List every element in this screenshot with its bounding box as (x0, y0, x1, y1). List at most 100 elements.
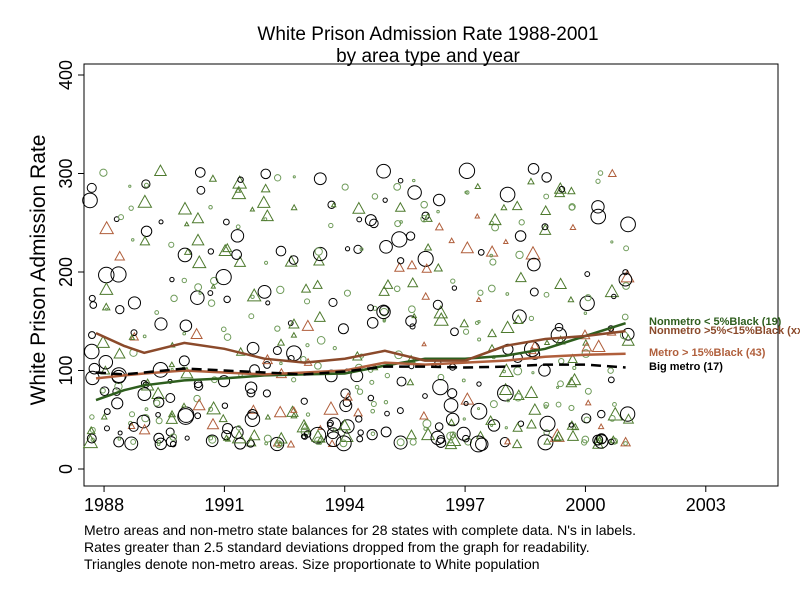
metro-point (514, 230, 527, 242)
metro-point (250, 294, 255, 300)
x-tick-label: 1988 (84, 495, 124, 515)
metro-point (541, 223, 549, 231)
metro-point (154, 317, 168, 331)
x-tick-label: 1997 (445, 495, 485, 515)
nonmetro-point (406, 259, 418, 270)
nonmetro-point (137, 194, 153, 208)
metro-point (141, 179, 151, 189)
nonmetro-point (191, 211, 205, 224)
metro-point (555, 401, 562, 408)
metro-point (529, 287, 539, 297)
metro-point (205, 434, 219, 448)
metro-point (543, 401, 550, 408)
nonmetro-point (260, 183, 271, 193)
metro-point (505, 292, 510, 296)
metro-point (328, 222, 334, 229)
nonmetro-point (553, 430, 564, 441)
metro-point (353, 244, 363, 254)
nonmetro-point (419, 410, 429, 420)
metro-point (608, 415, 616, 422)
metro-point (153, 399, 161, 407)
nonmetro-point (128, 333, 136, 340)
metro-point (234, 437, 247, 450)
metro-point (489, 400, 498, 409)
metro-point (339, 439, 348, 448)
nonmetro-point (300, 422, 309, 430)
nonmetro-point (284, 254, 298, 267)
nonmetro-point (206, 417, 220, 430)
metro-point (539, 415, 556, 432)
nonmetro-point (274, 431, 288, 444)
metro-point (207, 290, 214, 296)
metro-point (168, 241, 175, 248)
nonmetro-point (528, 402, 542, 415)
nonmetro-point (249, 206, 256, 212)
metro-point (487, 284, 496, 293)
nonmetro-point (246, 288, 262, 302)
nonmetro-point (289, 405, 298, 413)
nonmetro-point (290, 411, 298, 419)
axes: 0 100 200 300 400 1988 1991 1994 1997 2000 2003 (56, 60, 779, 515)
metro-point (99, 168, 108, 177)
x-tick-label: 1994 (325, 495, 365, 515)
series-line-1 (95, 329, 626, 364)
metro-point (607, 367, 614, 374)
metro-point (88, 362, 101, 375)
nonmetro-point (290, 331, 298, 338)
metro-point (100, 387, 106, 394)
metro-point (103, 425, 110, 432)
metro-point (489, 258, 497, 266)
metro-point (396, 407, 404, 415)
metro-point (550, 326, 567, 344)
metro-point (477, 407, 481, 411)
metro-point (181, 277, 187, 284)
nonmetro-point (224, 435, 232, 442)
metro-point (384, 410, 390, 417)
series-line-3 (95, 363, 626, 376)
metro-point (580, 439, 588, 446)
metro-point (165, 393, 176, 403)
metro-point (607, 376, 615, 384)
nonmetro-point (488, 213, 502, 226)
nonmetro-point (311, 429, 325, 442)
metro-point (622, 282, 630, 290)
metro-point (489, 253, 494, 258)
metro-point (597, 170, 604, 176)
metro-point (572, 365, 577, 371)
metro-point (462, 434, 470, 443)
nonmetro-point (422, 212, 433, 222)
metro-point (110, 266, 127, 283)
metro-point (618, 272, 633, 287)
metro-point (558, 185, 566, 193)
nonmetro-point (222, 242, 233, 253)
metro-point (450, 278, 456, 284)
metro-point (113, 436, 125, 448)
nonmetro-point (620, 436, 632, 447)
metro-point (305, 412, 311, 417)
metro-point (450, 327, 459, 337)
metro-point (208, 435, 217, 444)
nonmetro-point (487, 328, 498, 338)
metro-point (458, 162, 476, 180)
nonmetro-point (208, 174, 218, 182)
metro-point (220, 326, 227, 333)
metro-point (170, 294, 178, 303)
nonmetro-point (512, 422, 524, 432)
series-label-2: Metro > 15%Black (43) (649, 347, 766, 359)
metro-point (339, 399, 353, 413)
metro-point (279, 361, 283, 366)
metro-point (610, 240, 614, 244)
metro-point (356, 435, 364, 443)
nonmetro-point (621, 333, 635, 346)
metro-point (528, 315, 535, 322)
nonmetro-point (543, 339, 551, 345)
metro-point (237, 176, 244, 183)
metro-point (304, 298, 311, 305)
metro-point (487, 419, 501, 432)
nonmetro-point (210, 283, 217, 289)
metro-point (513, 393, 523, 402)
metro-point (344, 246, 351, 252)
nonmetro-point (99, 281, 114, 295)
metro-point (397, 177, 404, 184)
nonmetro-point (423, 243, 433, 251)
